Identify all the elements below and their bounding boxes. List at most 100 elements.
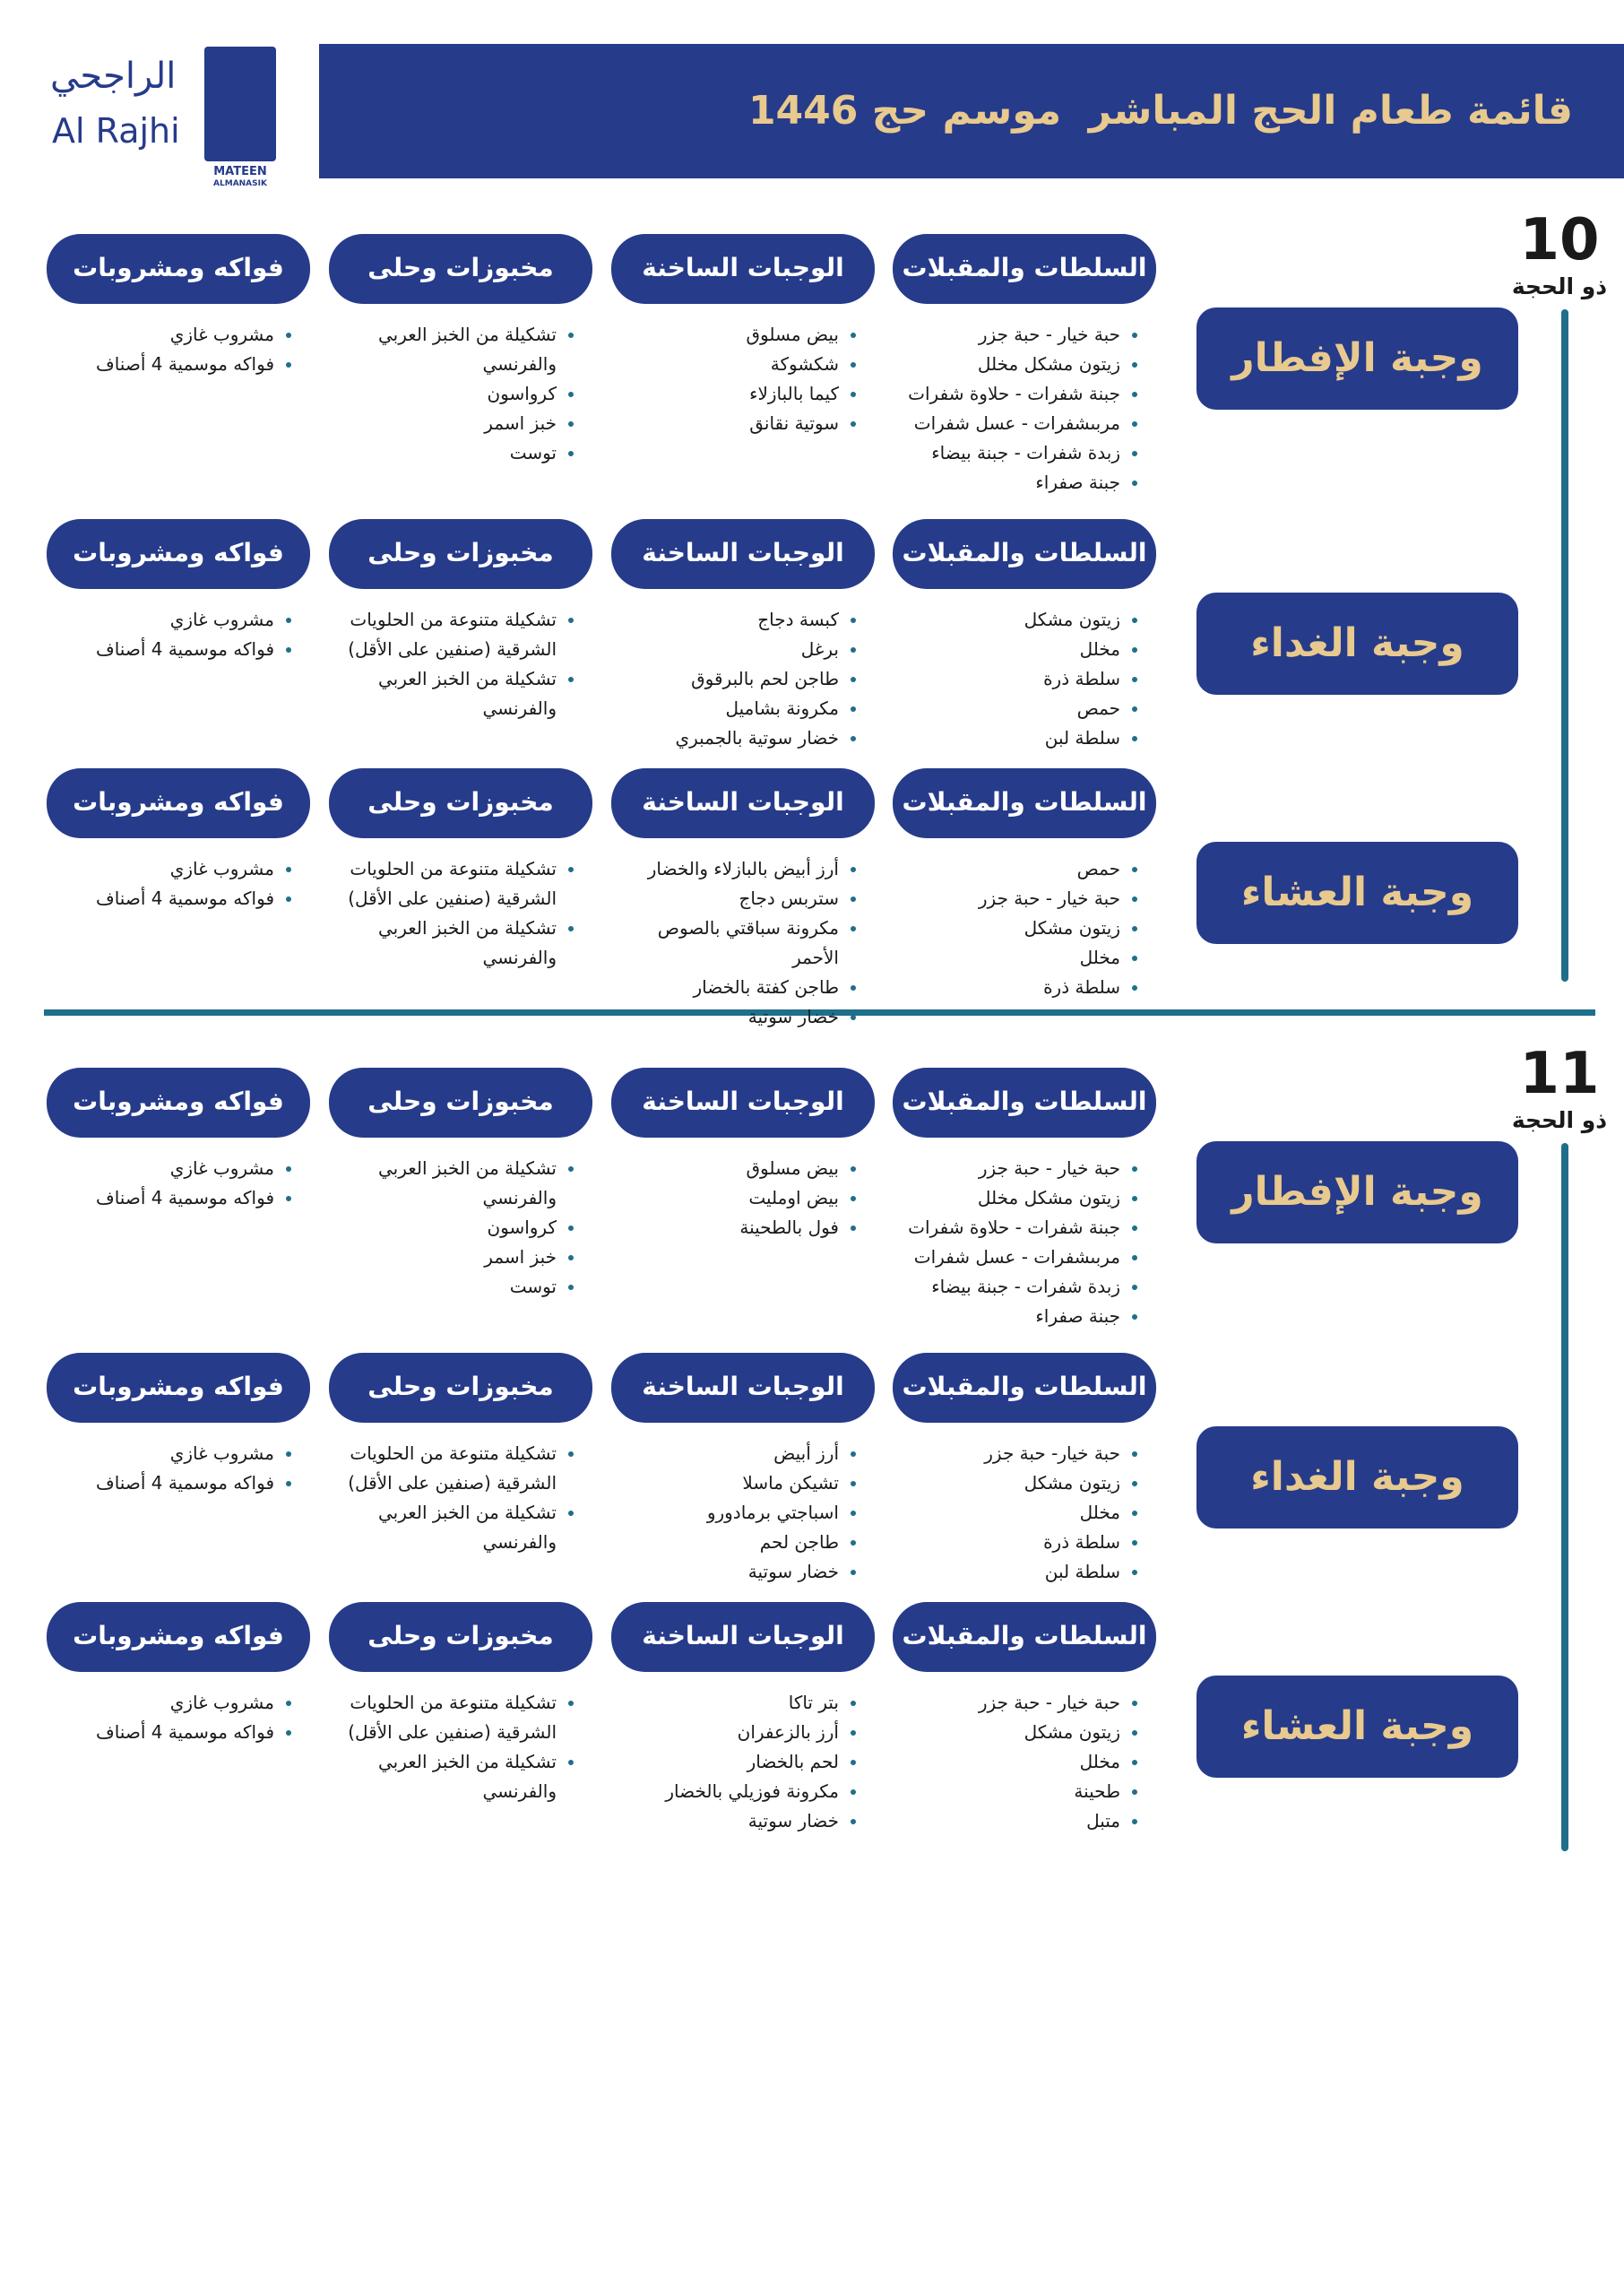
- logo-latin: Al Rajhi: [52, 111, 180, 151]
- menu-item: أرز أبيض: [611, 1439, 839, 1468]
- item-list: تشكيلة من الخبز العربي والفرنسيكرواسونخب…: [329, 1154, 580, 1302]
- menu-item: خضار سوتية: [611, 1806, 839, 1836]
- menu-item: فواكه موسمية 4 أصناف: [47, 635, 274, 664]
- menu-item: سلطة ذرة: [893, 1528, 1120, 1557]
- menu-item: زيتون مشكل: [893, 1468, 1120, 1498]
- menu-item: مربىشفرات - عسل شفرات: [893, 1243, 1120, 1272]
- item-list: بيض مسلوقشكشوكةكيما بالبازلاءسوتية نقانق: [611, 320, 862, 438]
- meal-label: وجبة الغداء: [1196, 593, 1518, 695]
- column-title: السلطات والمقبلات: [893, 1353, 1156, 1423]
- menu-item: جبنة شفرات - حلاوة شفرات: [893, 379, 1120, 409]
- menu-item: لحم بالخضار: [611, 1747, 839, 1777]
- menu-item: شكشوكة: [611, 350, 839, 379]
- column-title: فواكه ومشروبات: [47, 1353, 310, 1423]
- menu-item: طاجن لحم: [611, 1528, 839, 1557]
- menu-item: فواكه موسمية 4 أصناف: [47, 1183, 274, 1213]
- menu-item: فواكه موسمية 4 أصناف: [47, 350, 274, 379]
- meal-label: وجبة الغداء: [1196, 1426, 1518, 1529]
- column-title: مخبوزات وحلى: [329, 234, 592, 304]
- item-list: حبة خيار - حبة جزرزيتون مشكل مخللجبنة شف…: [893, 1154, 1144, 1331]
- menu-item: مخلل: [893, 1747, 1120, 1777]
- menu-item: حبة خيار - حبة جزر: [893, 320, 1120, 350]
- item-list: تشكيلة من الخبز العربي والفرنسيكرواسونخب…: [329, 320, 580, 468]
- menu-item: مخلل: [893, 635, 1120, 664]
- meal-label: وجبة الإفطار: [1196, 1141, 1518, 1243]
- page-title: قائمة طعام الحج المباشر موسم حج 1446: [747, 88, 1573, 134]
- menu-item: بيض اومليت: [611, 1183, 839, 1213]
- menu-item: بتر تاكا: [611, 1688, 839, 1718]
- menu-item: كيما بالبازلاء: [611, 379, 839, 409]
- menu-item: اسباجتي برمادورو: [611, 1498, 839, 1528]
- item-list: تشكيلة متنوعة من الحلويات الشرقية (صنفين…: [329, 1688, 580, 1806]
- menu-item: حمص: [893, 854, 1120, 884]
- logo-sub: MATEEN: [213, 165, 267, 178]
- menu-item: زيتون مشكل مخلل: [893, 1183, 1120, 1213]
- menu-item: فول بالطحينة: [611, 1213, 839, 1243]
- meal-label: وجبة العشاء: [1196, 1676, 1518, 1778]
- item-list: تشكيلة متنوعة من الحلويات الشرقية (صنفين…: [329, 1439, 580, 1557]
- column-title: فواكه ومشروبات: [47, 519, 310, 589]
- menu-item: حبة خيار - حبة جزر: [893, 884, 1120, 914]
- menu-item: مشروب غازي: [47, 320, 274, 350]
- menu-item: كرواسون: [329, 379, 557, 409]
- item-list: مشروب غازيفواكه موسمية 4 أصناف: [47, 605, 298, 664]
- menu-item: متبل: [893, 1806, 1120, 1836]
- day-month: ذو الحجة: [1511, 1107, 1608, 1133]
- timeline: [1561, 1143, 1568, 1851]
- menu-item: جبنة صفراء: [893, 468, 1120, 498]
- day-number: 10: [1519, 207, 1600, 273]
- menu-item: مشروب غازي: [47, 1439, 274, 1468]
- menu-item: زبدة شفرات - جبنة بيضاء: [893, 438, 1120, 468]
- menu-item: فواكه موسمية 4 أصناف: [47, 884, 274, 914]
- menu-item: تشكيلة متنوعة من الحلويات الشرقية (صنفين…: [329, 1439, 557, 1498]
- column-title: الوجبات الساخنة: [611, 1068, 875, 1138]
- item-list: مشروب غازيفواكه موسمية 4 أصناف: [47, 1439, 298, 1498]
- menu-item: تشكيلة متنوعة من الحلويات الشرقية (صنفين…: [329, 1688, 557, 1747]
- menu-item: تشيكن ماسلا: [611, 1468, 839, 1498]
- menu-item: مكرونة بشاميل: [611, 694, 840, 723]
- menu-item: سلطة ذرة: [893, 973, 1120, 1002]
- item-list: زيتون مشكلمخللسلطة ذرةحمصسلطة لبن: [893, 605, 1144, 753]
- menu-item: تشكيلة من الخبز العربي والفرنسي: [329, 914, 557, 973]
- divider: [44, 1009, 1595, 1016]
- menu-item: بيض مسلوق: [611, 320, 840, 350]
- item-list: حبة خيار- حبة جزرزيتون مشكلمخللسلطة ذرةس…: [893, 1439, 1144, 1587]
- logo-mark: [204, 47, 276, 161]
- menu-item: حبة خيار - حبة جزر: [893, 1688, 1120, 1718]
- menu-item: خضار سوتية: [611, 1557, 839, 1587]
- menu-item: بيض مسلوق: [611, 1154, 840, 1183]
- item-list: تشكيلة متنوعة من الحلويات الشرقية (صنفين…: [329, 605, 580, 723]
- column-title: مخبوزات وحلى: [329, 519, 592, 589]
- menu-item: حبة خيار- حبة جزر: [893, 1439, 1120, 1468]
- item-list: حبة خيار - حبة جزرزيتون مشكلمخللطحينةمتب…: [893, 1688, 1144, 1836]
- column-title: الوجبات الساخنة: [611, 768, 875, 838]
- menu-item: سلطة لبن: [893, 723, 1120, 753]
- column-title: السلطات والمقبلات: [893, 234, 1156, 304]
- menu-item: حمص: [893, 694, 1120, 723]
- menu-item: خضار سوتية: [611, 1002, 839, 1032]
- item-list: أرز أبيض بالبازلاء والخضارستربس دجاجمكرو…: [611, 854, 862, 1032]
- logo-sub: ALMANASIK: [213, 179, 267, 188]
- column-title: السلطات والمقبلات: [893, 519, 1156, 589]
- timeline: [1561, 309, 1568, 982]
- menu-item: مكرونة فوزيلي بالخضار: [611, 1777, 839, 1806]
- menu-item: زبدة شفرات - جبنة بيضاء: [893, 1272, 1120, 1302]
- menu-item: مكرونة سباقتي بالصوص الأحمر: [611, 914, 839, 973]
- item-list: تشكيلة متنوعة من الحلويات الشرقية (صنفين…: [329, 854, 580, 973]
- column-title: السلطات والمقبلات: [893, 1602, 1156, 1672]
- menu-item: تشكيلة من الخبز العربي والفرنسي: [329, 1498, 557, 1557]
- item-list: مشروب غازيفواكه موسمية 4 أصناف: [47, 320, 298, 379]
- day-number: 11: [1519, 1041, 1600, 1107]
- item-list: بتر تاكاأرز بالزعفرانلحم بالخضارمكرونة ف…: [611, 1688, 862, 1836]
- menu-item: برغل: [611, 635, 839, 664]
- menu-item: سوتية نقانق: [611, 409, 839, 438]
- column-title: السلطات والمقبلات: [893, 1068, 1156, 1138]
- menu-item: تشكيلة متنوعة من الحلويات الشرقية (صنفين…: [329, 854, 557, 914]
- column-title: مخبوزات وحلى: [329, 1068, 592, 1138]
- meal-label: وجبة العشاء: [1196, 842, 1518, 944]
- menu-item: مشروب غازي: [47, 605, 274, 635]
- menu-item: ستربس دجاج: [611, 884, 839, 914]
- menu-item: تشكيلة من الخبز العربي والفرنسي: [329, 1154, 557, 1213]
- menu-item: مخلل: [893, 943, 1120, 973]
